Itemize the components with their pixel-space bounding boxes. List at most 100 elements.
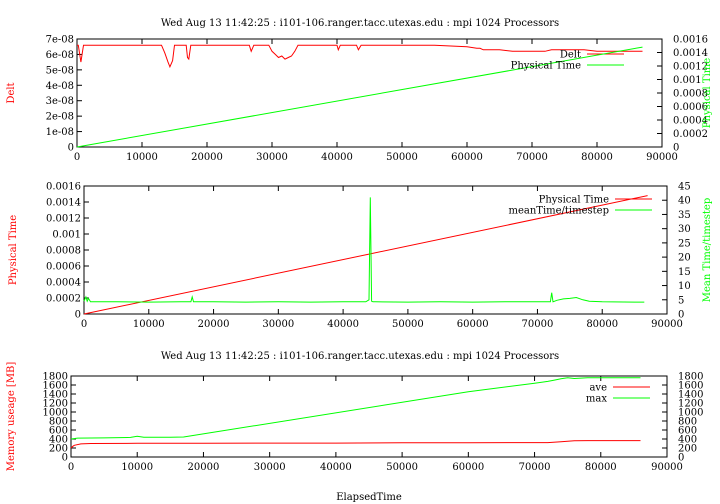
series-line-1	[77, 44, 643, 69]
y-tick-label: 0.0008	[46, 246, 81, 257]
y2-tick-label: 0.0016	[673, 35, 708, 46]
x-tick-label: 0	[81, 319, 87, 330]
x-tick-label: 60000	[457, 319, 489, 330]
x-tick-label: 60000	[451, 152, 483, 163]
y2-tick-label: 15	[678, 267, 691, 278]
x-tick-label: 80000	[585, 462, 617, 473]
y2-tick-label: 0.0002	[673, 129, 708, 140]
y2-tick-label: 20	[678, 253, 691, 264]
y2-tick-label: 30	[678, 224, 691, 235]
y-tick-label: 1400	[43, 390, 68, 401]
x-tick-label: 80000	[581, 152, 613, 163]
x-tick-label: 70000	[519, 462, 551, 473]
y2-tick-label: 40	[678, 196, 691, 207]
y-axis-label: Memory useage [MB]	[6, 362, 17, 472]
y2-tick-label: 1400	[678, 390, 703, 401]
series-line-2	[70, 377, 641, 440]
x-tick-label: 40000	[320, 462, 352, 473]
y-tick-label: 0.001	[52, 230, 81, 241]
y-tick-label: 2e-08	[46, 112, 74, 123]
legend-label: max	[586, 394, 607, 405]
y-tick-label: 0.0014	[46, 198, 81, 209]
y-tick-label: 4e-08	[46, 81, 74, 92]
x-tick-label: 50000	[392, 319, 424, 330]
y-axis-label: Delt	[6, 82, 17, 103]
y-tick-label: 200	[49, 444, 68, 455]
y-tick-label: 7e-08	[46, 35, 74, 46]
y-tick-label: 0.0004	[46, 278, 81, 289]
chart-2	[83, 185, 668, 315]
x-tick-label: 40000	[327, 319, 359, 330]
y-tick-label: 0	[62, 453, 68, 464]
chart-1	[76, 38, 663, 148]
x-tick-label: 10000	[133, 319, 165, 330]
y2-axis-label: Physical Time	[702, 58, 713, 128]
legend-label: Physical Time	[539, 195, 609, 206]
series-line-1	[70, 440, 641, 449]
y-tick-label: 0.0016	[46, 182, 81, 193]
series-line-1	[83, 195, 648, 315]
y2-tick-label: 45	[678, 182, 691, 193]
x-tick-label: 60000	[452, 462, 484, 473]
chart-title: Wed Aug 13 11:42:25 : i101-106.ranger.ta…	[161, 351, 559, 362]
y-tick-label: 800	[49, 417, 68, 428]
chart-3	[70, 375, 668, 458]
y2-tick-label: 200	[678, 444, 697, 455]
y-tick-label: 0.0006	[46, 262, 81, 273]
y-axis-label: Physical Time	[8, 215, 19, 285]
chart-title: Wed Aug 13 11:42:25 : i101-106.ranger.ta…	[161, 18, 559, 29]
y-tick-label: 1600	[43, 381, 68, 392]
x-tick-label: 50000	[386, 152, 418, 163]
series-line-2	[83, 197, 645, 303]
y2-tick-label: 25	[678, 238, 691, 249]
y2-tick-label: 0.0008	[673, 89, 708, 100]
y2-tick-label: 0	[678, 453, 684, 464]
x-tick-label: 70000	[522, 319, 554, 330]
legend-label: ave	[589, 383, 607, 394]
x-tick-label: 70000	[516, 152, 548, 163]
y-tick-label: 0.0012	[46, 214, 81, 225]
x-tick-label: 30000	[254, 462, 286, 473]
y2-tick-label: 35	[678, 210, 691, 221]
x-tick-label: 40000	[321, 152, 353, 163]
y-tick-label: 0	[68, 143, 74, 154]
x-tick-label: 80000	[586, 319, 618, 330]
y2-tick-label: 1200	[678, 399, 703, 410]
x-tick-label: 90000	[651, 319, 683, 330]
y2-tick-label: 0.0006	[673, 102, 708, 113]
y2-axis-label: Mean Time/timestep	[702, 198, 713, 302]
y-tick-label: 3e-08	[46, 96, 74, 107]
x-tick-label: 30000	[256, 152, 288, 163]
x-tick-label: 20000	[188, 462, 220, 473]
x-tick-label: 50000	[386, 462, 418, 473]
x-tick-label: 10000	[121, 462, 153, 473]
y-tick-label: 5e-08	[46, 65, 74, 76]
x-tick-label: 90000	[651, 462, 683, 473]
y-tick-label: 400	[49, 435, 68, 446]
y2-tick-label: 800	[678, 417, 697, 428]
x-tick-label: 0	[68, 462, 74, 473]
y2-tick-label: 1000	[678, 408, 703, 419]
x-tick-label: 90000	[646, 152, 678, 163]
y2-tick-label: 600	[678, 426, 697, 437]
y2-tick-label: 0	[673, 143, 679, 154]
y2-tick-label: 0.0014	[673, 48, 708, 59]
x-tick-label: 30000	[262, 319, 294, 330]
y2-tick-label: 0.001	[673, 75, 702, 86]
plot-frame	[70, 375, 668, 458]
y-tick-label: 6e-08	[46, 50, 74, 61]
y-tick-label: 1000	[43, 408, 68, 419]
y2-tick-label: 0	[678, 310, 684, 321]
y-tick-label: 1e-08	[46, 127, 74, 138]
y2-tick-label: 10	[678, 281, 691, 292]
series-line-2	[76, 46, 643, 148]
y2-tick-label: 400	[678, 435, 697, 446]
y2-tick-label: 1800	[678, 372, 703, 383]
x-axis-label: ElapsedTime	[336, 492, 402, 503]
y-tick-label: 0.0002	[46, 294, 81, 305]
legend-label: Delt	[560, 50, 581, 61]
x-tick-label: 20000	[191, 152, 223, 163]
legend-label: Physical Time	[511, 61, 581, 72]
legend-label: meanTime/timestep	[508, 206, 609, 217]
